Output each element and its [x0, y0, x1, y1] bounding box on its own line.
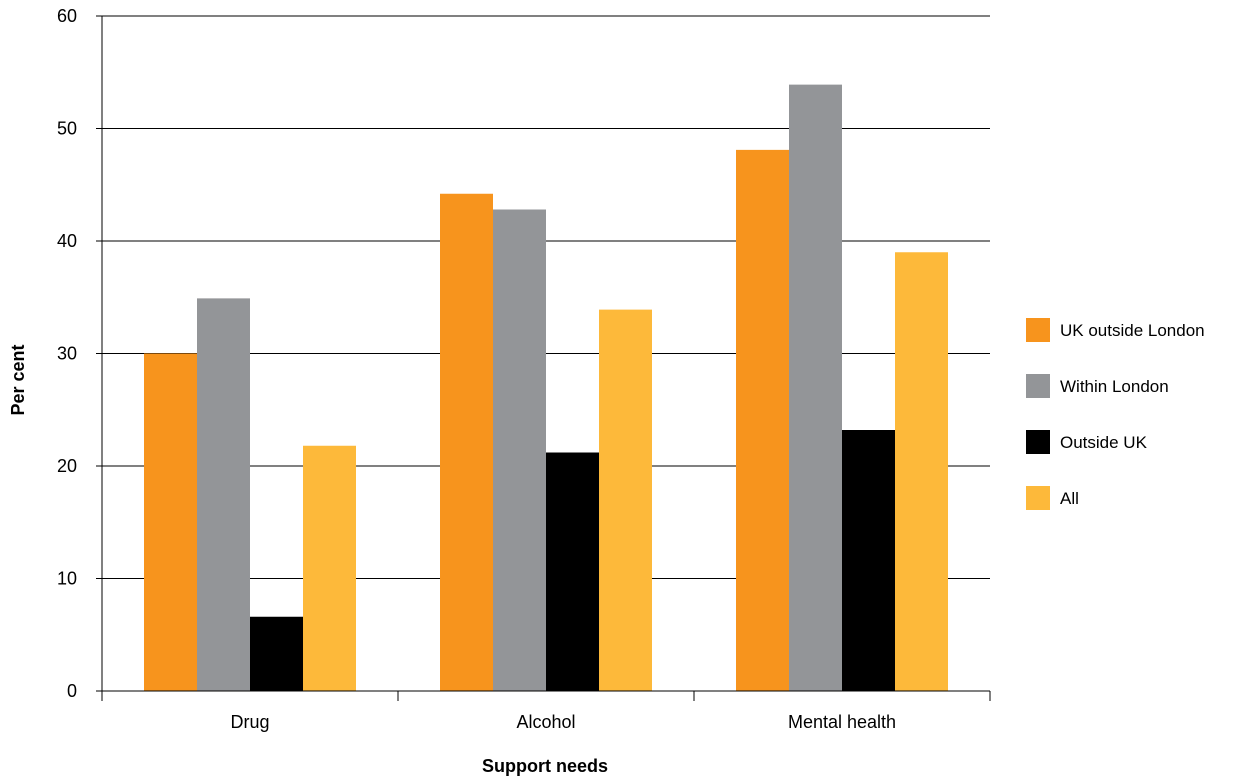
x-tick-labels: Drug Alcohol Mental health	[230, 712, 896, 732]
bar-within-london-mental-health	[789, 84, 842, 691]
y-tick-label: 20	[57, 456, 77, 476]
x-tick-label: Mental health	[788, 712, 896, 732]
legend: UK outside London Within London Outside UK…	[1026, 318, 1205, 510]
y-axis-title: Per cent	[8, 344, 28, 415]
bar-outside-uk-alcohol	[546, 452, 599, 691]
bar-all-mental-health	[895, 252, 948, 691]
legend-swatch	[1026, 486, 1050, 510]
bar-uk-outside-london-drug	[144, 353, 197, 691]
x-tick-label: Alcohol	[516, 712, 575, 732]
y-tick-label: 30	[57, 344, 77, 364]
y-tick-label: 10	[57, 569, 77, 589]
legend-swatch	[1026, 318, 1050, 342]
bar-outside-uk-mental-health	[842, 430, 895, 691]
legend-swatch	[1026, 374, 1050, 398]
x-axis-title: Support needs	[482, 756, 608, 776]
bar-within-london-alcohol	[493, 209, 546, 691]
y-tick-label: 0	[67, 681, 77, 701]
y-tick-labels: 0 10 20 30 40 50 60	[57, 6, 77, 701]
legend-label: UK outside London	[1060, 321, 1205, 340]
legend-label: All	[1060, 489, 1079, 508]
bars	[144, 84, 948, 691]
bar-outside-uk-drug	[250, 616, 303, 691]
axes	[101, 16, 991, 701]
legend-label: Within London	[1060, 377, 1169, 396]
y-tick-label: 40	[57, 231, 77, 251]
x-tick-label: Drug	[230, 712, 269, 732]
bar-all-alcohol	[599, 309, 652, 691]
legend-swatch	[1026, 430, 1050, 454]
legend-label: Outside UK	[1060, 433, 1148, 452]
y-tick-label: 50	[57, 119, 77, 139]
bar-all-drug	[303, 445, 356, 691]
y-tick-label: 60	[57, 6, 77, 26]
bar-uk-outside-london-mental-health	[736, 149, 789, 691]
bar-uk-outside-london-alcohol	[440, 193, 493, 691]
bar-within-london-drug	[197, 298, 250, 691]
